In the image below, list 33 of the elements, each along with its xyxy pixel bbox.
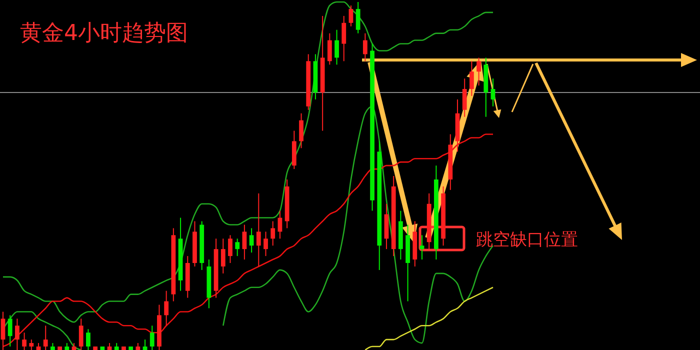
candlestick: [8, 314, 12, 348]
candlestick: [476, 57, 481, 86]
candlestick: [462, 78, 467, 118]
candlestick: [348, 4, 354, 27]
candlestick: [356, 2, 360, 34]
candlestick: [78, 318, 84, 350]
candlestick: [342, 15, 346, 62]
candlestick: [490, 78, 496, 107]
candlestick: [242, 224, 247, 260]
candlestick: [22, 332, 27, 350]
candlestick: [327, 32, 332, 66]
candlestick: [362, 32, 368, 62]
candlestick: [469, 60, 474, 96]
annotation: 跳空缺口位置: [476, 230, 578, 250]
candlestick: [334, 29, 339, 66]
candlestick: [142, 339, 148, 350]
candlestick: [270, 220, 276, 246]
candlestick: [264, 231, 268, 257]
candlestick: [220, 238, 226, 274]
candlestick: [235, 238, 240, 257]
candlestick: [164, 290, 169, 326]
text: 黄金4小时趋势图: [20, 21, 188, 46]
candlestick: [0, 311, 6, 350]
candlestick: [299, 112, 304, 149]
candlestick: [15, 318, 20, 350]
candlestick: [86, 328, 90, 350]
candlestick: [420, 234, 424, 260]
candlestick: [150, 325, 154, 350]
candlestick: [256, 192, 261, 267]
candlestick: [228, 234, 232, 264]
candlestick: [43, 325, 48, 350]
candlestick: [249, 228, 254, 254]
candlestick: [29, 339, 34, 350]
